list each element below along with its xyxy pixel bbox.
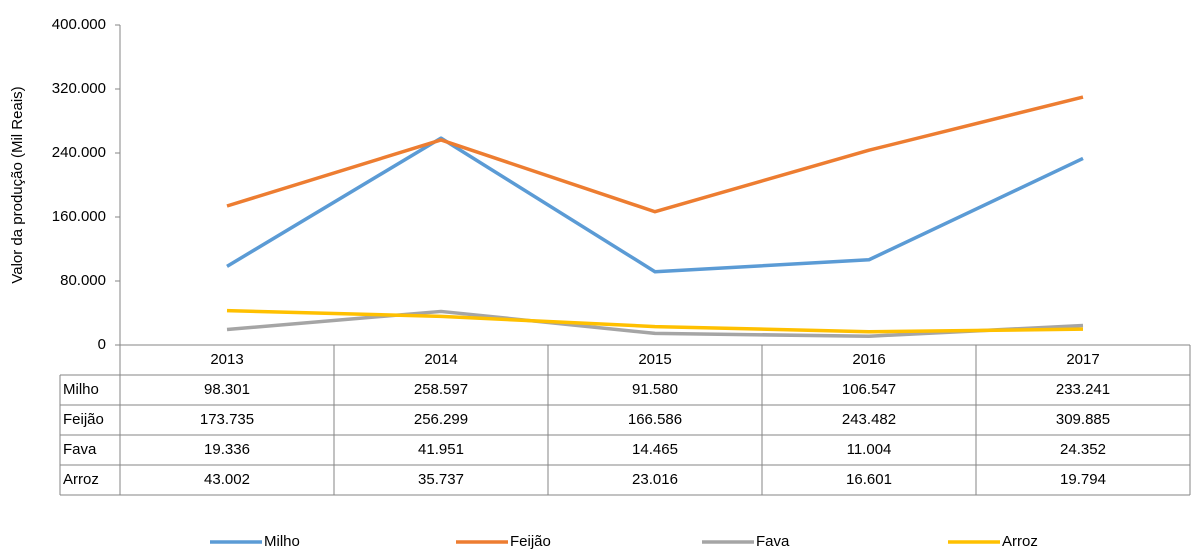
series-line — [226, 308, 1084, 334]
y-tick-label: 400.000 — [52, 16, 106, 33]
table-cell: 243.482 — [842, 411, 896, 428]
series-line — [226, 95, 1084, 214]
table-row-label: Feijão — [63, 411, 104, 428]
table-cell: 173.735 — [200, 411, 254, 428]
table-cell: 24.352 — [1060, 441, 1106, 458]
table-row-label: Arroz — [63, 471, 99, 488]
x-tick-label: 2016 — [852, 351, 885, 368]
table-cell: 35.737 — [418, 471, 464, 488]
table-cell: 16.601 — [846, 471, 892, 488]
table-cell: 19.794 — [1060, 471, 1106, 488]
table-cell: 166.586 — [628, 411, 682, 428]
y-tick-label: 320.000 — [52, 80, 106, 97]
x-tick-label: 2017 — [1066, 351, 1099, 368]
legend-label: Feijão — [510, 533, 551, 550]
y-axis-label: Valor da produção (Mil Reais) — [9, 86, 26, 283]
table-cell: 23.016 — [632, 471, 678, 488]
table-cell: 41.951 — [418, 441, 464, 458]
y-tick-label: 240.000 — [52, 144, 106, 161]
table-cell: 258.597 — [414, 381, 468, 398]
y-tick-label: 80.000 — [60, 272, 106, 289]
table-row-label: Fava — [63, 441, 97, 458]
table-cell: 91.580 — [632, 381, 678, 398]
table-cell: 14.465 — [632, 441, 678, 458]
legend-label: Milho — [264, 533, 300, 550]
table-cell: 256.299 — [414, 411, 468, 428]
table-cell: 309.885 — [1056, 411, 1110, 428]
x-tick-label: 2015 — [638, 351, 671, 368]
x-tick-label: 2014 — [424, 351, 457, 368]
x-tick-label: 2013 — [210, 351, 243, 368]
table-cell: 19.336 — [204, 441, 250, 458]
table-cell: 233.241 — [1056, 381, 1110, 398]
legend-label: Arroz — [1002, 533, 1038, 550]
table-cell: 98.301 — [204, 381, 250, 398]
y-tick-label: 160.000 — [52, 208, 106, 225]
series-line — [226, 309, 1084, 338]
table-cell: 11.004 — [847, 441, 892, 458]
table-row-label: Milho — [63, 381, 99, 398]
table-cell: 43.002 — [204, 471, 250, 488]
y-tick-label: 0 — [98, 336, 106, 353]
series-line — [226, 136, 1084, 274]
legend-label: Fava — [756, 533, 790, 550]
table-cell: 106.547 — [842, 381, 896, 398]
